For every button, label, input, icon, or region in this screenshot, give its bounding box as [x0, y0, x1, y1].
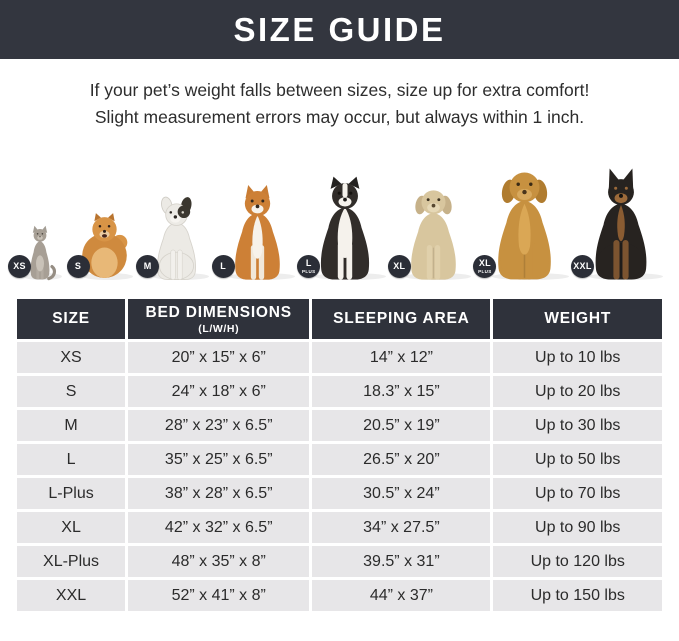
column-header-bed-main: BED DIMENSIONS	[145, 303, 292, 321]
intro-text: If your pet’s weight falls between sizes…	[8, 77, 671, 131]
cell-weight: Up to 90 lbs	[493, 512, 662, 543]
cell-weight: Up to 30 lbs	[493, 410, 662, 441]
page-title: SIZE GUIDE	[233, 10, 446, 48]
cell-weight: Up to 70 lbs	[493, 478, 662, 509]
doberman-illustration	[595, 168, 647, 280]
cell-sleeping-area: 14” x 12”	[312, 342, 491, 373]
cell-bed-dimensions: 24” x 18” x 6”	[128, 376, 310, 407]
cell-size: XS	[17, 342, 126, 373]
pomeranian-illustration	[81, 213, 127, 278]
badge-label: XS	[13, 261, 26, 271]
size-badge-xs: XS	[8, 255, 31, 278]
badge-label: M	[143, 261, 152, 271]
badge-label: XL	[478, 258, 491, 268]
title-bar: SIZE GUIDE	[0, 0, 679, 59]
cell-bed-dimensions: 42” x 32” x 6.5”	[128, 512, 310, 543]
badge-sublabel: PLUS	[478, 269, 492, 274]
cell-sleeping-area: 20.5” x 19”	[312, 410, 491, 441]
shiba-inu-illustration	[234, 185, 280, 280]
intro-line-2: Slight measurement errors may occur, but…	[94, 107, 585, 127]
badge-sublabel: PLUS	[301, 269, 316, 274]
cell-sleeping-area: 30.5” x 24”	[312, 478, 491, 509]
cell-size: L-Plus	[17, 478, 126, 509]
cell-sleeping-area: 44” x 37”	[312, 580, 491, 611]
border-collie-illustration	[321, 176, 370, 280]
cell-size: S	[17, 376, 126, 407]
cell-sleeping-area: 26.5” x 20”	[312, 444, 491, 475]
golden-retriever-illustration	[498, 172, 552, 280]
badge-label: L	[220, 261, 227, 271]
cell-weight: Up to 50 lbs	[493, 444, 662, 475]
animal-border-collie: L PLUS	[297, 173, 386, 281]
cell-weight: Up to 120 lbs	[493, 546, 662, 577]
cell-weight: Up to 10 lbs	[493, 342, 662, 373]
labrador-illustration	[411, 190, 456, 280]
column-header-bed-dimensions: BED DIMENSIONS (L/W/H)	[128, 299, 310, 339]
table-row-l-plus: L-Plus 38” x 28” x 6.5” 30.5” x 24” Up t…	[17, 478, 662, 509]
table-row-s: S 24” x 18” x 6” 18.3” x 15” Up to 20 lb…	[17, 376, 662, 407]
cell-bed-dimensions: 35” x 25” x 6.5”	[128, 444, 310, 475]
table-header-row: SIZE BED DIMENSIONS (L/W/H) SLEEPING ARE…	[17, 299, 662, 339]
table-row-xl: XL 42” x 32” x 6.5” 34” x 27.5” Up to 90…	[17, 512, 662, 543]
pet-size-strip: XS S	[0, 131, 679, 293]
column-header-sleeping-area: SLEEPING AREA	[312, 299, 491, 339]
table-row-xs: XS 20” x 15” x 6” 14” x 12” Up to 10 lbs	[17, 342, 662, 373]
badge-label: S	[74, 261, 82, 271]
cell-bed-dimensions: 28” x 23” x 6.5”	[128, 410, 310, 441]
animal-french-bulldog: M	[136, 195, 209, 281]
size-badge-xl-plus: XL PLUS	[473, 255, 497, 278]
table-row-xl-plus: XL-Plus 48” x 35” x 8” 39.5” x 31” Up to…	[17, 546, 662, 577]
cell-weight: Up to 20 lbs	[493, 376, 662, 407]
table-row-l: L 35” x 25” x 6.5” 26.5” x 20” Up to 50 …	[17, 444, 662, 475]
column-header-weight: WEIGHT	[493, 299, 662, 339]
badge-label: XXL	[573, 261, 592, 271]
animal-golden-retriever: XL PLUS	[473, 163, 570, 281]
cell-sleeping-area: 39.5” x 31”	[312, 546, 491, 577]
cell-size: XXL	[17, 580, 126, 611]
table-row-xxl: XXL 52” x 41” x 8” 44” x 37” Up to 150 l…	[17, 580, 662, 611]
badge-label: XL	[393, 261, 406, 271]
cell-bed-dimensions: 20” x 15” x 6”	[128, 342, 310, 373]
size-badge-xl: XL	[387, 255, 411, 278]
cell-sleeping-area: 18.3” x 15”	[312, 376, 491, 407]
intro-line-1: If your pet’s weight falls between sizes…	[89, 80, 590, 100]
cell-sleeping-area: 34” x 27.5”	[312, 512, 491, 543]
cell-bed-dimensions: 38” x 28” x 6.5”	[128, 478, 310, 509]
cell-size: M	[17, 410, 126, 441]
cat-illustration	[30, 225, 57, 281]
animal-doberman: XXL	[570, 167, 664, 281]
size-table: SIZE BED DIMENSIONS (L/W/H) SLEEPING ARE…	[14, 296, 665, 614]
column-header-bed-sub: (L/W/H)	[198, 322, 240, 335]
cell-weight: Up to 150 lbs	[493, 580, 662, 611]
cell-size: XL	[17, 512, 126, 543]
animal-shiba-inu: L	[211, 181, 295, 281]
french-bulldog-illustration	[157, 196, 197, 281]
cell-bed-dimensions: 52” x 41” x 8”	[128, 580, 310, 611]
cell-size: XL-Plus	[17, 546, 126, 577]
animal-cat: XS	[8, 221, 63, 281]
animal-pomeranian: S	[66, 205, 133, 281]
table-row-m: M 28” x 23” x 6.5” 20.5” x 19” Up to 30 …	[17, 410, 662, 441]
column-header-size: SIZE	[17, 299, 126, 339]
cell-size: L	[17, 444, 126, 475]
animal-labrador: XL	[387, 181, 471, 281]
badge-label: L	[305, 258, 312, 268]
size-badge-s: S	[66, 255, 90, 278]
size-badge-l: L	[211, 255, 235, 278]
size-badge-l-plus: L PLUS	[297, 255, 321, 278]
cell-bed-dimensions: 48” x 35” x 8”	[128, 546, 310, 577]
size-badge-m: M	[136, 255, 160, 278]
size-badge-xxl: XXL	[570, 255, 594, 278]
